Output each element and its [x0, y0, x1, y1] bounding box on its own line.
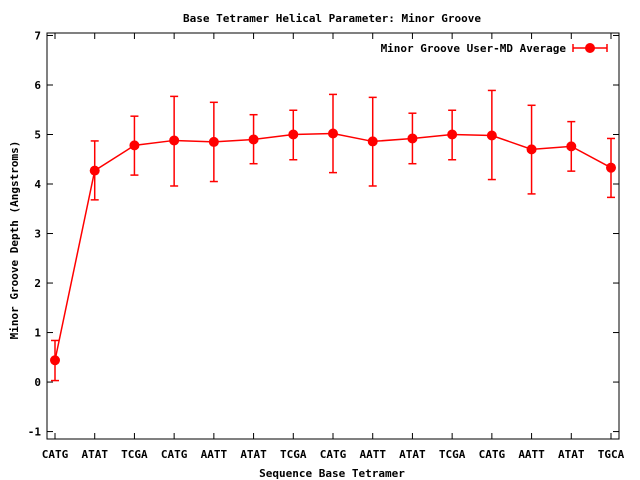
x-tick-label: TCGA: [439, 448, 466, 461]
x-tick-label: AATT: [359, 448, 386, 461]
y-tick-label: 4: [34, 178, 41, 191]
data-point: [208, 136, 219, 147]
legend-label: Minor Groove User-MD Average: [381, 42, 567, 55]
x-tick-label: ATAT: [81, 448, 108, 461]
x-tick-label: ATAT: [399, 448, 426, 461]
data-point: [89, 165, 100, 176]
y-tick-label: 5: [34, 129, 41, 142]
y-axis: -1 0 1 2 3 4 5 6 7: [28, 29, 619, 439]
legend-marker: [585, 43, 595, 53]
x-tick-label: CATG: [42, 448, 69, 461]
x-tick-label: CATG: [479, 448, 506, 461]
legend: Minor Groove User-MD Average: [381, 42, 608, 55]
x-tick-label: CATG: [161, 448, 188, 461]
data-point: [526, 144, 537, 155]
y-tick-label: 6: [34, 79, 41, 92]
x-axis-label: Sequence Base Tetramer: [259, 467, 405, 480]
data-point: [288, 129, 299, 140]
y-tick-label: 0: [34, 376, 41, 389]
x-tick-label: ATAT: [558, 448, 585, 461]
x-tick-label: TCGA: [280, 448, 307, 461]
y-tick-label: 2: [34, 277, 41, 290]
y-tick-label: 3: [34, 228, 41, 241]
chart-title: Base Tetramer Helical Parameter: Minor G…: [183, 12, 481, 25]
data-point: [486, 130, 497, 141]
data-point: [328, 128, 338, 139]
x-tick-label: TGCA: [598, 448, 625, 461]
data-point: [407, 133, 418, 144]
data-point: [129, 140, 140, 151]
x-tick-label: TCGA: [121, 448, 148, 461]
data-point: [606, 162, 616, 173]
data-point: [169, 135, 180, 146]
x-tick-label: CATG: [320, 448, 347, 461]
x-tick-label: AATT: [201, 448, 228, 461]
data-point: [566, 141, 577, 152]
y-tick-label: -1: [28, 426, 42, 439]
y-axis-label: Minor Groove Depth (Angstroms): [8, 141, 21, 340]
data-point: [367, 136, 378, 147]
x-tick-label: AATT: [518, 448, 545, 461]
data-point: [50, 355, 60, 366]
y-tick-label: 1: [34, 327, 41, 340]
x-axis: CATG ATAT TCGA CATG AATT ATAT TCGA CATG AATT ATAT…: [42, 33, 625, 461]
data-point: [447, 129, 458, 140]
data-point: [248, 134, 259, 145]
y-tick-label: 7: [34, 29, 41, 42]
x-tick-label: ATAT: [240, 448, 267, 461]
data-points: [50, 128, 616, 366]
